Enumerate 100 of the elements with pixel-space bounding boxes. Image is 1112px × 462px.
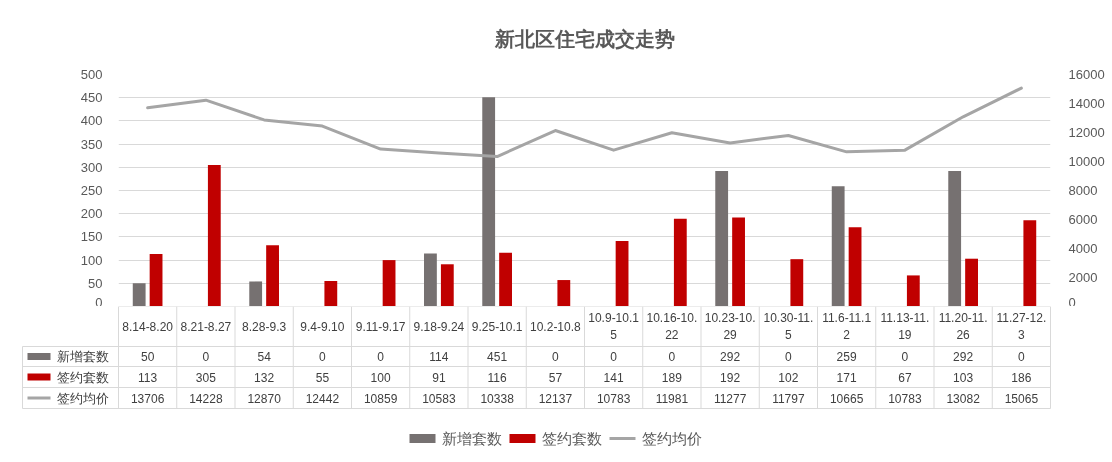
x-tick-label: 9.25-10.1 (471, 320, 523, 334)
x-tick-label: 11.27-12.3 (996, 310, 1047, 343)
bar (732, 217, 745, 306)
y-tick-label: 200 (80, 206, 103, 222)
data-label: 141 (603, 370, 624, 385)
bar (848, 227, 862, 306)
data-label: 50 (140, 350, 155, 364)
bar (1023, 220, 1037, 306)
data-label: 55 (315, 370, 330, 385)
x-tick-label: 11.6-11.12 (822, 310, 872, 343)
x-tick-label: 11.20-11.26 (938, 310, 988, 343)
y2-tick-label: 0 (1068, 294, 1076, 310)
data-label: 10583 (422, 391, 456, 406)
x-tick-label: 10.30-11.5 (763, 310, 814, 343)
x-tick-label: 11.13-11.19 (880, 310, 930, 343)
bar (965, 258, 978, 306)
data-label: 0 (785, 350, 793, 364)
x-tick-label: 8.14-8.20 (122, 320, 174, 334)
y-tick-label: 50 (88, 275, 103, 291)
bar (482, 97, 496, 306)
text: 新增套数 (441, 430, 502, 447)
y-tick-label: 350 (80, 136, 103, 152)
data-label: 12870 (247, 391, 282, 406)
data-label: 0 (1018, 350, 1026, 364)
bar (715, 171, 729, 306)
y2-tick-label: 2000 (1068, 270, 1098, 285)
data-label: 12442 (305, 391, 340, 406)
bar (499, 252, 512, 306)
y-tick-label: 400 (80, 113, 103, 129)
y2-tick-label: 8000 (1068, 183, 1098, 198)
y2-tick-label: 4000 (1068, 241, 1098, 256)
x-tick-label: 10.9-10.15 (588, 310, 640, 343)
data-label: 10783 (596, 391, 631, 406)
bar (948, 171, 962, 306)
data-label: 12137 (538, 391, 573, 406)
y-tick-label: 0 (95, 294, 103, 310)
data-label: 10338 (480, 391, 515, 406)
data-label: 103 (953, 370, 974, 385)
data-label: 192 (720, 370, 741, 385)
data-label: 15065 (1004, 391, 1039, 406)
data-label: 11797 (772, 391, 805, 406)
data-label: 54 (257, 350, 272, 364)
y-tick-label: 250 (80, 183, 103, 198)
legend-label: 签约套数 (56, 369, 109, 385)
bar (207, 164, 221, 306)
data-label: 10783 (888, 391, 922, 406)
data-label: 102 (778, 370, 799, 385)
y2-tick-label: 10000 (1068, 154, 1105, 169)
bar (557, 280, 571, 306)
data-label: 0 (202, 350, 210, 364)
data-label: 10665 (829, 391, 864, 406)
bar (266, 245, 279, 306)
bar (440, 264, 454, 306)
data-label: 100 (370, 370, 391, 385)
data-label: 11277 (713, 391, 747, 406)
x-tick-label: 10.16-10.22 (646, 310, 698, 343)
data-label: 13082 (946, 391, 981, 406)
data-label: 292 (720, 350, 741, 364)
y-tick-label: 100 (80, 252, 103, 268)
y-tick-label: 300 (80, 159, 103, 175)
data-label: 186 (1011, 370, 1032, 385)
y-tick-label: 450 (80, 90, 103, 106)
data-label: 451 (487, 350, 508, 364)
y-tick-label: 150 (80, 229, 103, 245)
bar (790, 259, 804, 306)
x-tick-label: 10.2-10.8 (530, 320, 582, 334)
x-tick-label: 9.11-9.17 (355, 320, 406, 334)
y2-tick-label: 14000 (1068, 96, 1105, 111)
x-tick-label: 9.18-9.24 (413, 320, 465, 334)
data-label: 67 (898, 370, 912, 385)
y2-tick-label: 12000 (1068, 125, 1105, 140)
y2-tick-label: 16000 (1068, 67, 1105, 82)
bar (132, 283, 146, 306)
chart-title: 新北区住宅成交走势 (493, 27, 675, 50)
data-label: 0 (610, 350, 618, 364)
x-tick-label: 10.23-10.29 (704, 310, 756, 343)
data-label: 259 (836, 350, 857, 364)
y-tick-label: 500 (80, 67, 103, 82)
data-label: 292 (953, 350, 974, 364)
x-tick-label: 8.28-9.3 (242, 320, 287, 334)
bar (149, 254, 163, 306)
data-label: 132 (254, 370, 275, 385)
bar (424, 253, 437, 306)
data-label: 114 (429, 350, 449, 364)
legend-label: 新增套数 (56, 349, 109, 364)
data-label: 189 (661, 370, 683, 385)
data-label: 0 (377, 350, 385, 364)
data-label: 0 (668, 350, 676, 364)
data-label: 171 (836, 370, 857, 385)
data-label: 10859 (363, 391, 398, 406)
data-label: 57 (548, 370, 563, 385)
bar (906, 275, 920, 306)
bar (831, 186, 845, 306)
legend-label: 签约均价 (56, 390, 109, 406)
text: 签约套数 (541, 430, 602, 447)
data-label: 305 (195, 370, 217, 385)
data-label: 11981 (655, 391, 689, 406)
bar (615, 241, 629, 306)
data-label: 14228 (189, 391, 223, 406)
data-label: 0 (319, 350, 327, 364)
